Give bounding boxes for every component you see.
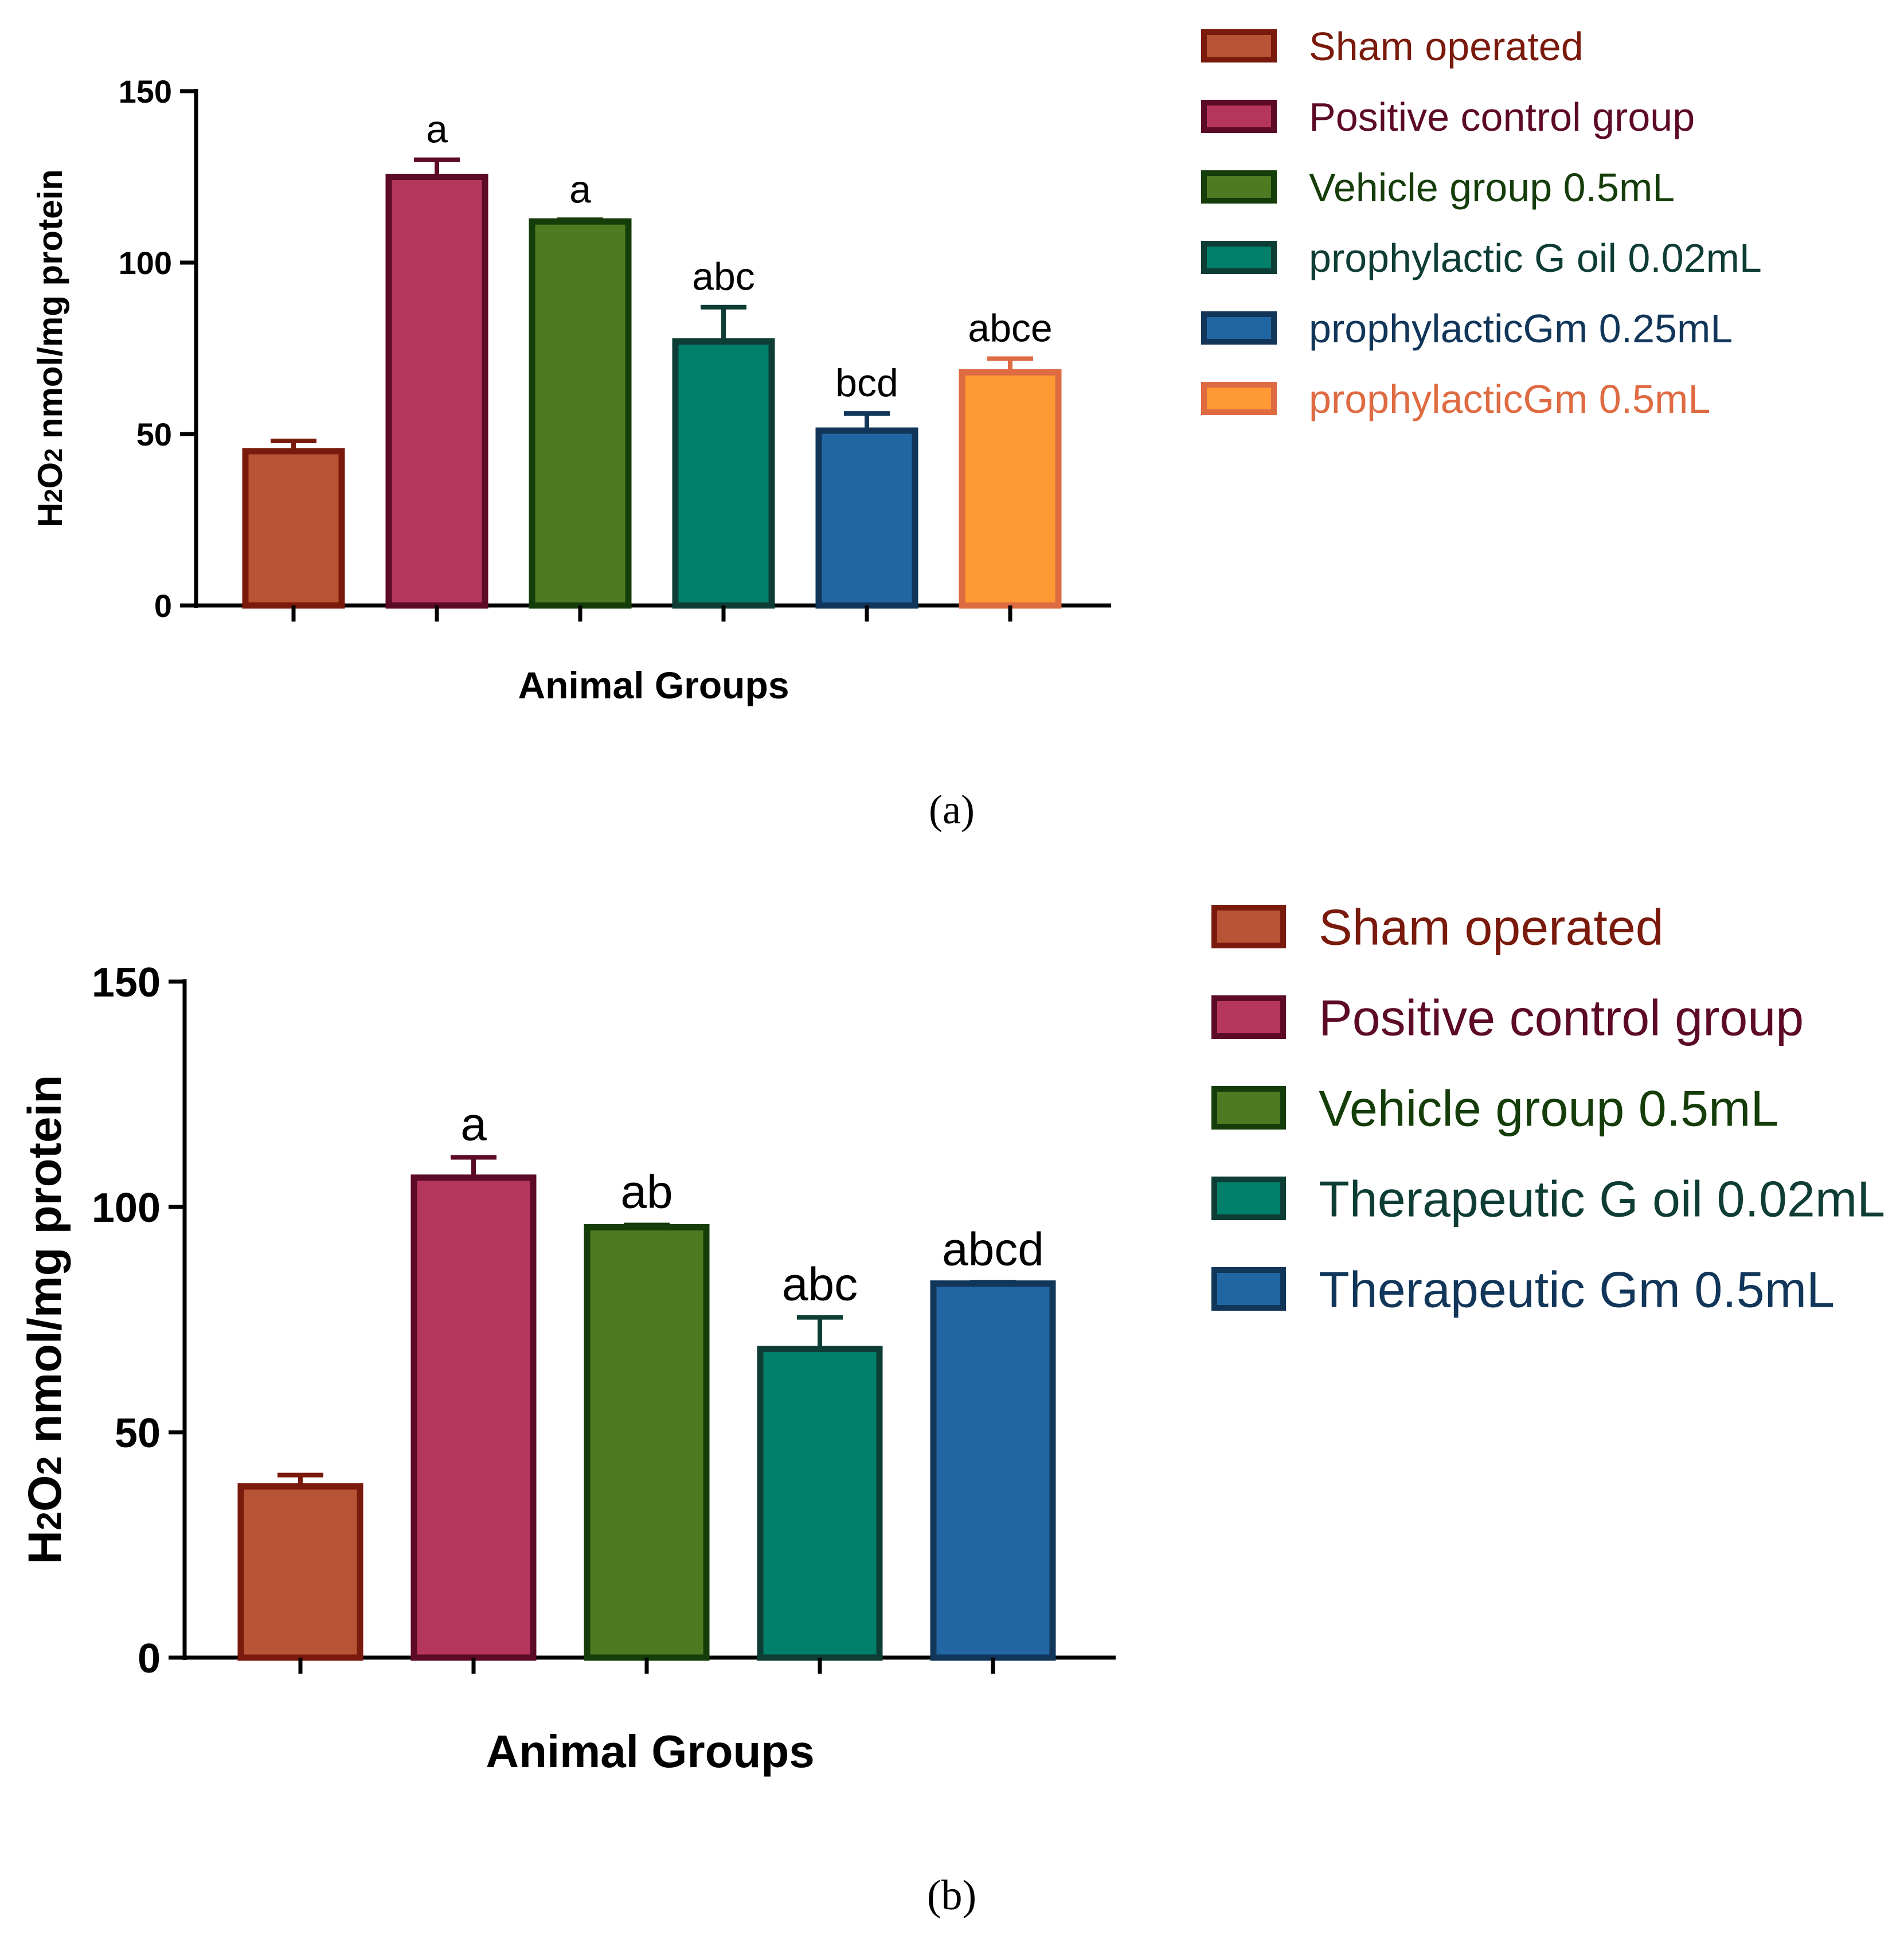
y-axis-title-part: 2 bbox=[30, 1456, 68, 1475]
legend-swatch bbox=[1201, 170, 1277, 204]
y-axis-title-part: nmol/mg protein bbox=[31, 169, 69, 448]
bar bbox=[757, 1346, 883, 1661]
y-axis-title-part: 2 bbox=[30, 1511, 68, 1530]
y-axis-title: H2O2 nmol/mg protein bbox=[31, 169, 69, 527]
legend-swatch bbox=[1201, 100, 1277, 133]
bar bbox=[584, 1224, 710, 1661]
bar bbox=[242, 448, 345, 609]
y-tick-label: 150 bbox=[119, 73, 172, 110]
bar bbox=[930, 1280, 1056, 1661]
significance-label: abc bbox=[692, 255, 755, 299]
y-axis-title: H2O2 nmol/mg protein bbox=[19, 1075, 71, 1565]
legend-label: prophylactic G oil 0.02mL bbox=[1309, 236, 1762, 280]
y-tick-label: 100 bbox=[92, 1185, 161, 1231]
panel-label: (b) bbox=[927, 1872, 976, 1919]
panel-label: (a) bbox=[929, 787, 975, 833]
legend-label: Therapeutic G oil 0.02mL bbox=[1319, 1171, 1885, 1228]
bar bbox=[815, 427, 918, 609]
legend-label: Positive control group bbox=[1319, 990, 1804, 1046]
y-axis-title-part: H bbox=[19, 1530, 71, 1564]
y-tick-label: 0 bbox=[154, 588, 172, 624]
significance-label: ab bbox=[620, 1166, 673, 1218]
y-tick-label: 0 bbox=[138, 1636, 161, 1682]
y-tick-label: 100 bbox=[119, 245, 172, 281]
legend-swatch bbox=[1211, 995, 1286, 1039]
significance-label: abce bbox=[968, 306, 1052, 350]
y-tick-label: 50 bbox=[136, 416, 172, 452]
x-axis-title: Animal Groups bbox=[486, 1726, 814, 1777]
bar bbox=[959, 369, 1062, 609]
legend-swatch bbox=[1211, 1267, 1286, 1311]
bar bbox=[385, 174, 488, 609]
y-axis-title-part: 2 bbox=[40, 489, 68, 502]
significance-label: a bbox=[569, 167, 591, 211]
y-tick-label: 50 bbox=[115, 1410, 161, 1456]
x-axis-title: Animal Groups bbox=[518, 664, 789, 706]
y-axis-title-part: O bbox=[31, 462, 69, 489]
legend-label: Sham operated bbox=[1309, 24, 1584, 69]
significance-label: a bbox=[460, 1099, 487, 1151]
legend-label: Positive control group bbox=[1309, 95, 1695, 139]
legend-swatch bbox=[1201, 241, 1277, 274]
legend-label: Therapeutic Gm 0.5mL bbox=[1319, 1261, 1835, 1318]
y-tick-label: 150 bbox=[92, 960, 161, 1006]
bar bbox=[672, 338, 775, 609]
y-axis-title-part: H bbox=[31, 503, 69, 527]
legend-swatch bbox=[1211, 1086, 1286, 1130]
legend-swatch bbox=[1201, 29, 1277, 62]
significance-label: abcd bbox=[942, 1223, 1044, 1275]
legend-swatch bbox=[1201, 382, 1277, 415]
legend-swatch bbox=[1201, 311, 1277, 345]
significance-label: a bbox=[426, 108, 448, 151]
legend-label: prophylacticGm 0.5mL bbox=[1309, 377, 1710, 421]
significance-label: bcd bbox=[835, 361, 898, 405]
legend-swatch bbox=[1211, 905, 1286, 948]
y-axis-title-part: nmol/mg protein bbox=[19, 1075, 71, 1456]
legend-label: Vehicle group 0.5mL bbox=[1309, 165, 1675, 210]
legend-label: Sham operated bbox=[1319, 899, 1664, 956]
bar bbox=[410, 1174, 537, 1661]
legend-label: prophylacticGm 0.25mL bbox=[1309, 306, 1733, 351]
legend-label: Vehicle group 0.5mL bbox=[1319, 1080, 1778, 1137]
bar bbox=[529, 218, 632, 609]
y-axis-title-part: 2 bbox=[40, 448, 68, 462]
bar bbox=[237, 1483, 363, 1661]
significance-label: abc bbox=[782, 1259, 858, 1311]
legend-swatch bbox=[1211, 1177, 1286, 1220]
y-axis-title-part: O bbox=[19, 1475, 71, 1512]
